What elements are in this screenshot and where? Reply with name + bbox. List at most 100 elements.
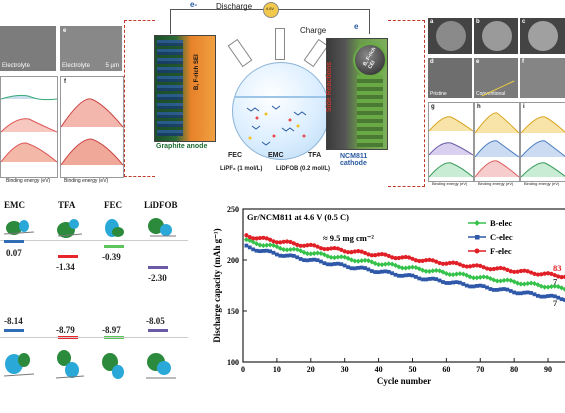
chart-title: Gr/NCM811 at 4.6 V (0.5 C) — [247, 212, 349, 222]
xps-curves-2 — [60, 98, 124, 166]
tem-label: Pristine — [430, 91, 447, 97]
x-tick-label: 50 — [408, 365, 416, 374]
series-point-f-elec — [318, 246, 324, 251]
series-point-f-elec — [332, 245, 337, 251]
series-point-b-elec — [498, 278, 504, 284]
series-point-c-elec — [502, 287, 506, 291]
series-point-c-elec — [244, 243, 249, 248]
series-point-f-elec — [498, 265, 503, 271]
series-point-c-elec — [278, 253, 283, 258]
molecule-name: FEC — [104, 200, 122, 210]
homo-molecule-images — [3, 350, 176, 379]
series-point-c-elec — [274, 252, 279, 257]
series-point-f-elec — [329, 246, 334, 251]
sem-label: Electrolyte — [2, 63, 31, 69]
series-point-c-elec — [434, 277, 439, 282]
series-point-c-elec — [336, 261, 340, 266]
series-point-c-elec — [427, 277, 432, 281]
series-point-c-elec — [556, 295, 561, 300]
electrolyte-sphere — [232, 62, 330, 160]
series-point-c-elec — [444, 281, 449, 285]
xps-xlabel: Binding energy (eV) — [524, 181, 560, 186]
series-point-f-elec — [532, 271, 537, 277]
series-point-c-elec — [369, 269, 374, 273]
lumo-bar-tfa — [58, 255, 78, 258]
homo-value-emc: -8.14 — [4, 316, 23, 326]
series-point-f-elec — [437, 260, 442, 266]
xps-xlabel: Binding energy (eV) — [478, 181, 514, 186]
homo-bar-emc — [4, 329, 24, 332]
series-point-f-elec — [281, 239, 286, 244]
panel-letter: e — [476, 59, 480, 65]
series-point-b-elec — [430, 268, 436, 274]
series-point-f-elec — [400, 255, 405, 260]
series-point-c-elec — [403, 273, 408, 278]
xps-curves-1 — [0, 94, 58, 163]
end-value-label: 83 — [553, 263, 562, 273]
x-axis-label: Cycle number — [377, 376, 431, 386]
panel-letter: g — [431, 104, 435, 110]
molecule-name: EMC — [4, 200, 25, 210]
series-point-c-elec — [488, 287, 493, 291]
solvent-molecules — [246, 105, 307, 146]
y-tick-label: 100 — [227, 358, 239, 367]
series-point-f-elec — [427, 257, 432, 262]
series-point-b-elec — [474, 275, 480, 281]
anode-zoom-box — [124, 20, 155, 177]
x-tick-label: 10 — [273, 365, 281, 374]
series-point-f-elec — [454, 261, 459, 266]
series-point-f-elec — [322, 246, 327, 252]
series-point-f-elec — [362, 250, 368, 256]
series-point-f-elec — [315, 244, 320, 249]
series-point-c-elec — [356, 265, 361, 270]
series-point-f-elec — [373, 253, 378, 258]
series-point-c-elec — [546, 294, 550, 298]
series-point-f-elec — [396, 255, 402, 261]
right-panel-group: a b c d Pristine e Conventional f g h — [428, 18, 565, 188]
series-point-c-elec — [288, 253, 293, 258]
series-point-f-elec — [545, 271, 551, 276]
series-point-c-elec — [397, 273, 401, 278]
series-point-c-elec — [491, 288, 496, 292]
series-point-c-elec — [417, 276, 422, 281]
series-point-b-elec — [453, 271, 460, 277]
series-point-f-elec — [345, 250, 351, 255]
electron-label-right: e — [354, 22, 359, 31]
series-point-c-elec — [386, 269, 391, 274]
series-point-b-elec — [355, 258, 361, 264]
series-point-f-elec — [393, 256, 398, 261]
series-point-f-elec — [515, 269, 520, 274]
series-point-b-elec — [284, 247, 290, 253]
series-point-c-elec — [454, 280, 459, 285]
legend-marker — [474, 220, 480, 226]
particle-image — [528, 21, 558, 51]
lumo-value-tfa: -1.34 — [56, 262, 75, 272]
series-point-c-elec — [451, 280, 456, 285]
anode-electrode — [154, 35, 216, 142]
legend-marker — [474, 248, 480, 254]
molecule-name: TFA — [58, 200, 76, 210]
legend-label: F-elec — [490, 246, 512, 256]
series-point-b-elec — [331, 255, 338, 261]
panel-letter: b — [476, 19, 480, 25]
series-point-b-elec — [308, 251, 314, 257]
series-point-f-elec — [244, 233, 249, 238]
sem-image-1: Electrolyte — [0, 26, 56, 71]
xps-xlabel: Binding energy (eV) — [64, 178, 109, 184]
xps-panel-1 — [0, 76, 58, 178]
series-point-f-elec — [342, 249, 347, 254]
electrolyte-surface — [234, 96, 326, 98]
series-point-c-elec — [424, 277, 428, 282]
series-point-f-elec — [352, 249, 357, 254]
xps-curves-i — [520, 116, 565, 178]
series-point-c-elec — [549, 293, 554, 298]
series-point-f-elec — [288, 239, 293, 245]
series-point-c-elec — [271, 250, 276, 255]
y-tick-label: 150 — [227, 307, 239, 316]
xps-curves-g — [428, 116, 474, 178]
tem-a: a — [428, 18, 472, 54]
lumo-bar-fec — [104, 245, 124, 248]
series-point-b-elec — [359, 258, 365, 264]
series-point-c-elec — [261, 248, 266, 253]
chart-svg: 100 150 200 250 0 10 20 30 40 50 60 70 80 90 Cycle num… — [212, 205, 565, 386]
